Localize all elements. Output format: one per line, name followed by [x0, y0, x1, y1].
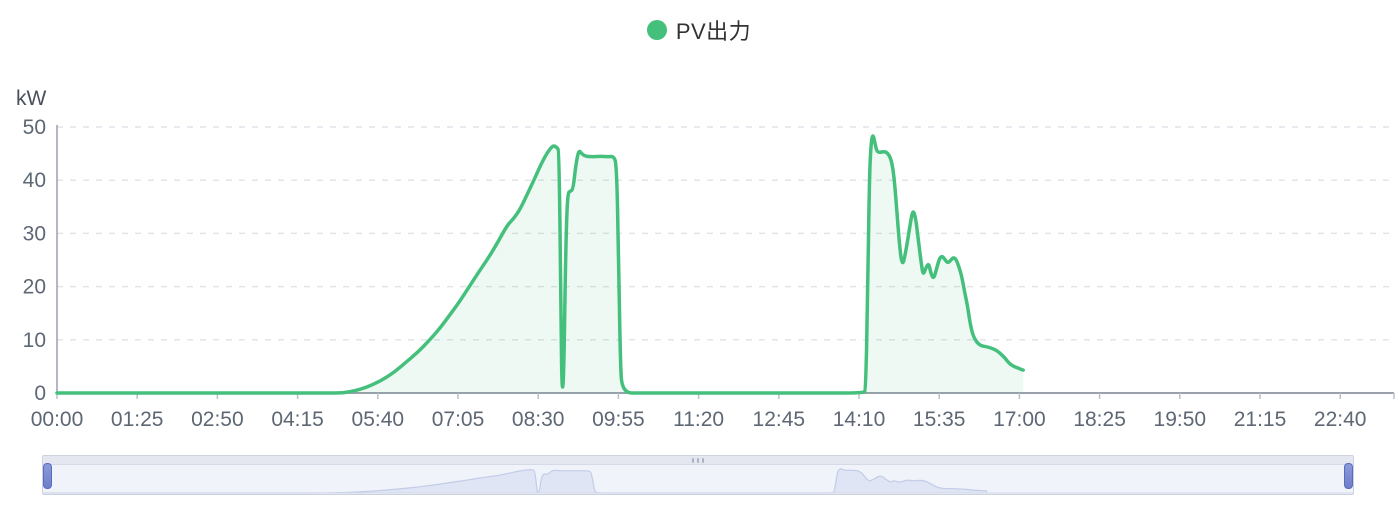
x-axis-label: 21:15 — [1234, 408, 1287, 431]
pv-line — [55, 134, 1025, 395]
datazoom-right-handle[interactable] — [1344, 463, 1353, 489]
x-axis-label: 07:05 — [432, 408, 485, 431]
x-axis-label: 00:00 — [31, 408, 84, 431]
y-axis-label: 30 — [23, 222, 46, 245]
x-axis-label: 01:25 — [111, 408, 164, 431]
datazoom-slider[interactable] — [42, 455, 1354, 495]
datazoom-move-handle[interactable] — [43, 456, 1353, 465]
datazoom-shadow — [43, 468, 1353, 494]
grip-icon — [692, 458, 704, 463]
legend-marker-icon — [646, 20, 667, 40]
x-axis-label: 04:15 — [271, 408, 324, 431]
x-axis-label: 15:35 — [913, 408, 966, 431]
x-axis-label: 11:20 — [673, 408, 724, 431]
x-axis-label: 08:30 — [512, 408, 565, 431]
y-axis-label: 10 — [23, 329, 46, 352]
y-axis-label: 40 — [23, 169, 46, 192]
x-axis-label: 02:50 — [191, 408, 244, 431]
x-axis-label: 17:00 — [993, 408, 1046, 431]
gridlines — [57, 126, 1394, 341]
datazoom-shadow-fill — [45, 468, 988, 493]
y-axis-label: 50 — [23, 116, 46, 139]
y-axis-label: 20 — [23, 276, 46, 299]
y-axis-label: 0 — [34, 382, 46, 405]
x-axis-labels: 00:00 01:25 02:50 04:15 05:40 07:05 08:30 09:55… — [31, 408, 1367, 431]
x-axis-label: 19:50 — [1154, 408, 1207, 431]
x-axis-label: 12:45 — [753, 408, 806, 431]
x-axis-label: 18:25 — [1073, 408, 1126, 431]
x-axis-label: 22:40 — [1314, 408, 1367, 431]
legend-label: PV出力 — [675, 19, 752, 44]
y-axis-labels: 0 10 20 30 40 50 — [23, 116, 46, 405]
legend-item-pv[interactable]: PV出力 — [0, 14, 1398, 46]
x-axis-label: 05:40 — [352, 408, 405, 431]
pv-area-fill — [57, 136, 1024, 394]
x-axis-label: 09:55 — [592, 408, 645, 431]
datazoom-left-handle[interactable] — [43, 463, 52, 489]
y-axis-unit-label: kW — [16, 87, 47, 110]
x-axis-label: 14:10 — [833, 408, 886, 431]
